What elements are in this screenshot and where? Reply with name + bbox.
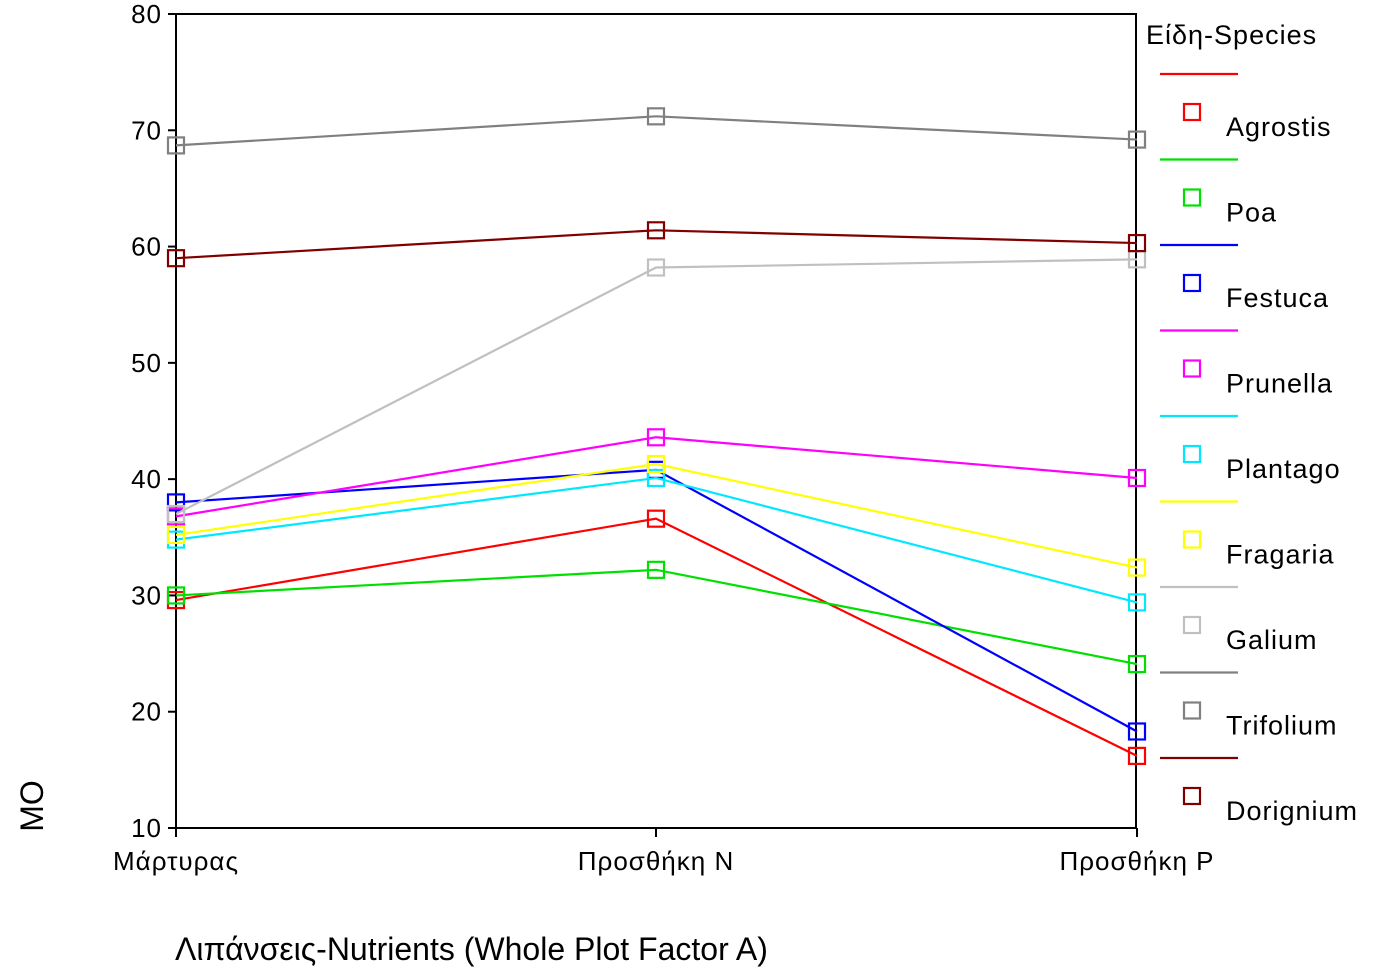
- series-line: [175, 468, 1138, 733]
- data-point: [1127, 746, 1147, 766]
- data-point: [1127, 130, 1147, 149]
- series-dorignium: [166, 221, 1147, 268]
- series-festuca: [166, 460, 1147, 741]
- data-point: [1127, 654, 1147, 674]
- y-tick-label: 80: [131, 0, 162, 29]
- y-tick-label: 40: [131, 464, 162, 494]
- legend-label: Agrostis: [1226, 112, 1332, 142]
- series-line: [175, 258, 1138, 516]
- legend: Είδη-Species Agrostis Poa Festuca Prunella P…: [1146, 20, 1358, 826]
- legend-item-fragaria: Fragaria: [1160, 500, 1335, 570]
- data-point: [166, 525, 186, 545]
- legend-item-agrostis: Agrostis: [1160, 72, 1332, 142]
- data-point: [646, 107, 666, 126]
- series-line: [175, 229, 1138, 260]
- data-point: [646, 428, 666, 447]
- x-axis-label: Λιπάνσεις-Nutrients (Whole Plot Factor A…: [175, 931, 768, 967]
- series-line: [175, 462, 1138, 569]
- legend-item-prunella: Prunella: [1160, 329, 1333, 399]
- legend-item-galium: Galium: [1160, 585, 1318, 655]
- legend-marker-swatch: [1182, 188, 1202, 207]
- x-tick-label: Προσθήκη P: [1059, 846, 1214, 876]
- x-axis: Μάρτυρας Προσθήκη N Προσθήκη P: [113, 828, 1214, 876]
- legend-marker-swatch: [1182, 701, 1202, 720]
- series-galium: [166, 250, 1147, 524]
- series-poa: [166, 560, 1147, 674]
- data-point: [1127, 593, 1147, 612]
- legend-item-festuca: Festuca: [1160, 243, 1329, 313]
- data-point: [646, 560, 666, 579]
- legend-marker-swatch: [1182, 102, 1202, 122]
- series-layer: [166, 107, 1147, 766]
- y-tick-label: 20: [131, 697, 162, 727]
- legend-title: Είδη-Species: [1146, 20, 1317, 50]
- data-point: [646, 509, 666, 528]
- series-line: [175, 517, 1138, 757]
- y-tick-label: 70: [131, 115, 162, 145]
- legend-item-dorignium: Dorignium: [1160, 756, 1358, 826]
- data-point: [646, 454, 666, 474]
- data-point: [646, 221, 666, 240]
- legend-marker-swatch: [1182, 273, 1202, 293]
- series-trifolium: [166, 107, 1147, 155]
- x-tick-label: Προσθήκη N: [578, 846, 734, 876]
- legend-item-poa: Poa: [1160, 158, 1277, 228]
- y-tick-label: 10: [131, 813, 162, 843]
- legend-item-plantago: Plantago: [1160, 414, 1341, 484]
- data-point: [646, 258, 666, 277]
- legend-label: Poa: [1226, 198, 1277, 228]
- series-fragaria: [166, 454, 1147, 577]
- legend-label: Festuca: [1226, 283, 1329, 313]
- x-tick-label: Μάρτυρας: [113, 846, 239, 876]
- legend-label: Prunella: [1226, 369, 1333, 399]
- series-line: [175, 436, 1138, 518]
- data-point: [166, 493, 186, 512]
- data-point: [646, 468, 666, 488]
- legend-marker-swatch: [1182, 786, 1202, 806]
- y-tick-label: 50: [131, 348, 162, 378]
- y-tick-label: 30: [131, 580, 162, 610]
- data-point: [1127, 468, 1147, 488]
- data-point: [166, 586, 186, 605]
- data-point: [1127, 233, 1147, 253]
- y-axis: 10 20 30 40 50 60 70 80: [131, 0, 176, 843]
- legend-item-trifolium: Trifolium: [1160, 671, 1338, 741]
- data-point: [166, 249, 186, 268]
- y-axis-label: MO: [14, 780, 50, 832]
- legend-marker-swatch: [1182, 444, 1202, 464]
- legend-label: Fragaria: [1226, 540, 1335, 570]
- data-point: [1127, 722, 1147, 741]
- series-plantago: [166, 468, 1147, 612]
- data-point: [166, 504, 186, 524]
- legend-marker-swatch: [1182, 359, 1202, 378]
- legend-label: Plantago: [1226, 454, 1341, 484]
- data-point: [1127, 558, 1147, 577]
- data-point: [166, 136, 186, 155]
- legend-marker-swatch: [1182, 530, 1202, 549]
- series-line: [175, 115, 1138, 147]
- series-line: [175, 568, 1138, 666]
- y-tick-label: 60: [131, 232, 162, 262]
- series-line: [175, 476, 1138, 604]
- legend-label: Trifolium: [1226, 711, 1338, 741]
- legend-label: Dorignium: [1226, 796, 1358, 826]
- legend-marker-swatch: [1182, 615, 1202, 635]
- legend-label: Galium: [1226, 625, 1318, 655]
